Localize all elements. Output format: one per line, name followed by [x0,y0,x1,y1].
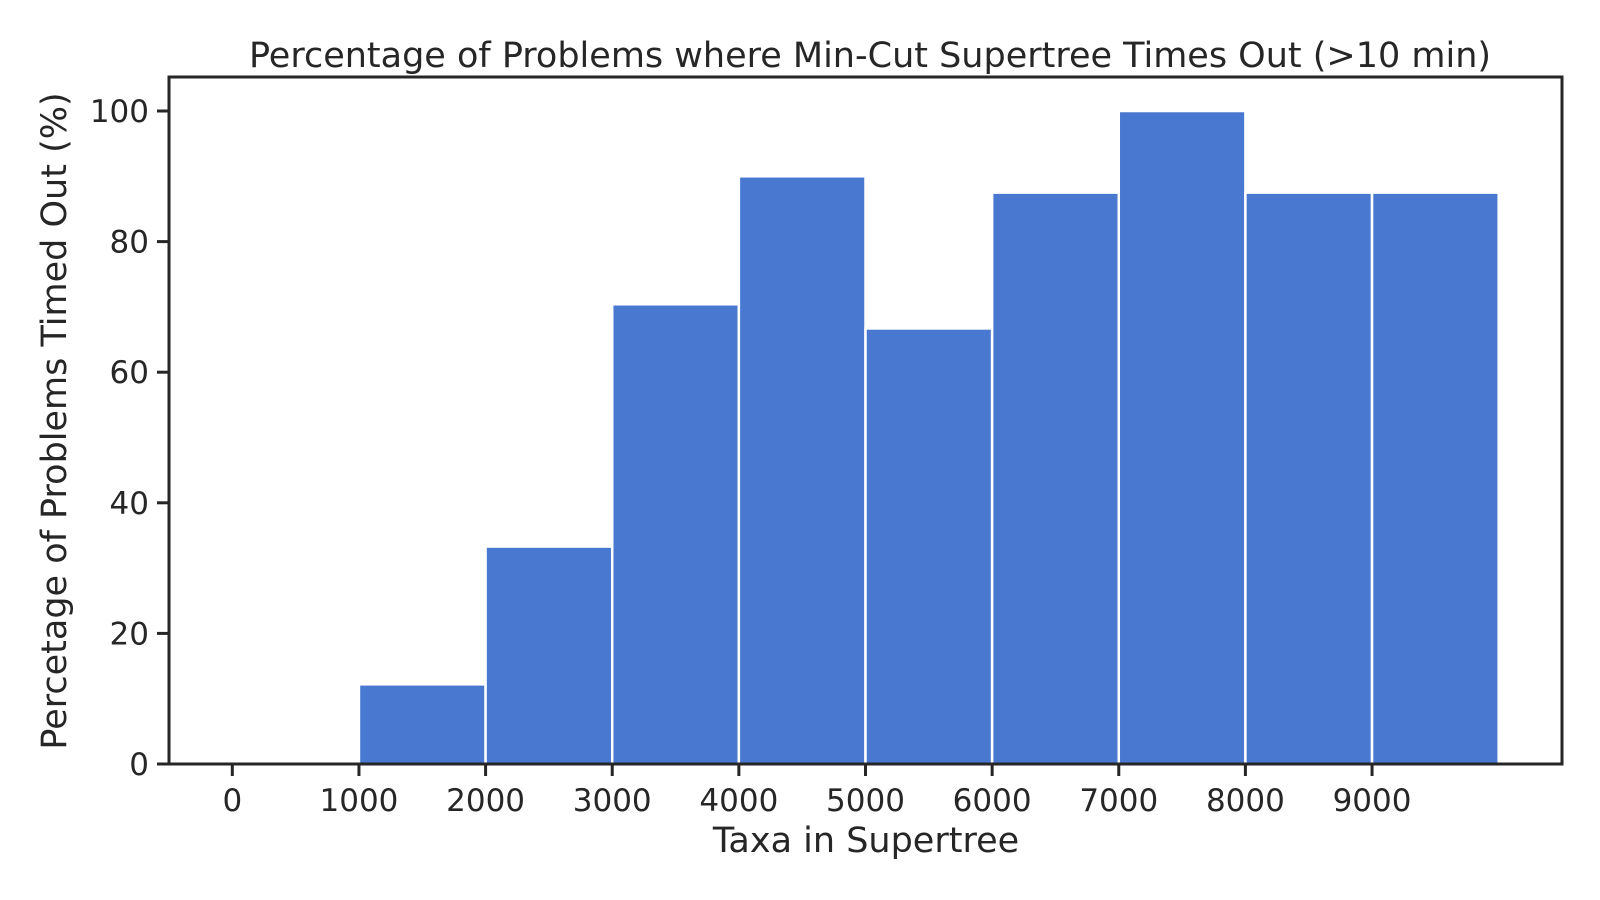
bar-7 [1117,109,1247,766]
x-tick-label: 2000 [446,783,525,819]
x-tick-label: 1000 [320,783,399,819]
bar-2 [484,545,614,766]
bar-5 [864,327,994,766]
bar-9 [1370,191,1500,766]
y-tick-label: 100 [90,94,149,130]
y-axis-label: Percetage of Problems Timed Out (%) [35,92,75,749]
x-tick-label: 0 [222,783,242,819]
bar-8 [1244,191,1374,766]
bar-3 [610,303,741,766]
x-axis-ticks: 0 1000 2000 3000 4000 5000 6000 7000 8000 9000 [222,764,1411,819]
chart-title: Percentage of Problems where Min-Cut Sup… [249,36,1491,76]
y-tick-label: 20 [110,616,149,652]
x-axis-label: Taxa in Supertree [712,821,1019,861]
y-tick-label: 0 [129,747,149,783]
x-tick-label: 6000 [953,783,1032,819]
bar-4 [737,175,867,766]
plot-frame [167,75,1564,766]
x-tick-label: 3000 [573,783,652,819]
y-axis-ticks: 0 20 40 60 80 100 [90,94,169,783]
x-tick-label: 8000 [1206,783,1285,819]
y-tick-label: 40 [110,486,149,522]
bar-1 [357,683,487,766]
y-tick-label: 80 [110,225,149,261]
x-tick-label: 7000 [1079,783,1158,819]
x-tick-label: 9000 [1333,783,1412,819]
y-tick-label: 60 [110,355,149,391]
x-tick-label: 4000 [699,783,778,819]
bar-6 [990,191,1121,766]
bars-group [357,109,1500,766]
x-tick-label: 5000 [826,783,905,819]
